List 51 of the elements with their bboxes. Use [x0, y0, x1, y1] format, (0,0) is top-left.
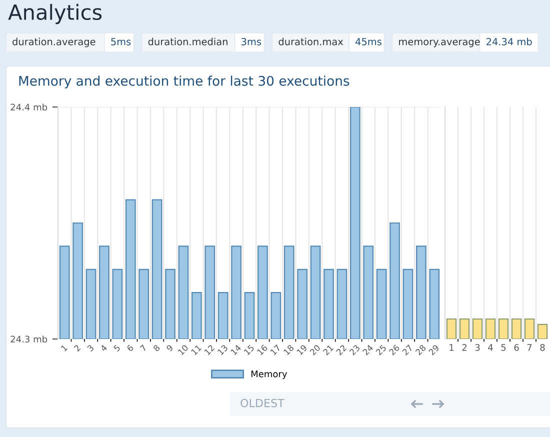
x-tick-label: 21: [322, 344, 334, 356]
text: 5ms: [111, 38, 131, 46]
text: duration.median: [148, 38, 228, 46]
x-tick-label: 27: [402, 344, 413, 356]
x-tick-label: 13: [217, 344, 228, 356]
x-tick-label: 10: [178, 344, 189, 356]
y-tick-label: 24.3 mb: [10, 336, 48, 343]
text: OLDEST: [240, 398, 284, 408]
x-tick-label: 6: [126, 344, 134, 352]
text: 45ms: [355, 38, 382, 46]
x-tick-label: 8: [152, 344, 160, 352]
x-tick-label: 1: [450, 344, 454, 351]
text: 24.34 mb: [486, 38, 532, 46]
x-tick-label: 24: [362, 344, 374, 356]
legend-label: Memory: [251, 370, 287, 380]
x-tick-label: 19: [296, 344, 308, 356]
x-tick-label: 18: [283, 344, 294, 356]
chart-title: Memory and execution time for last 30 executions: [19, 76, 350, 88]
x-tick-label: 3: [475, 344, 480, 351]
x-tick-label: 28: [415, 344, 426, 356]
x-tick-label: 6: [514, 344, 519, 351]
x-tick-label: 29: [428, 344, 440, 356]
x-tick-label: 15: [244, 344, 254, 356]
x-tick-label: 8: [540, 344, 545, 351]
x-tick-label: 5: [501, 344, 506, 351]
x-tick-label: 23: [349, 344, 360, 356]
x-tick-label: 14: [230, 344, 242, 356]
x-tick-label: 5: [113, 344, 120, 352]
x-tick-label: 22: [336, 344, 347, 356]
x-tick-label: 7: [527, 344, 532, 351]
x-tick-label: 25: [376, 344, 387, 356]
text: 3ms: [242, 38, 262, 46]
x-tick-label: 12: [204, 344, 215, 356]
x-tick-label: 4: [488, 344, 493, 351]
text: duration.average: [12, 38, 96, 48]
text: Analytics: [8, 4, 102, 24]
x-tick-label: 16: [256, 344, 268, 356]
x-tick-label: 2: [462, 344, 466, 351]
x-tick-label: 26: [388, 344, 400, 356]
x-tick-label: 11: [190, 344, 202, 356]
x-tick-label: 3: [86, 344, 94, 352]
x-tick-label: 17: [270, 344, 281, 356]
x-tick-label: 1: [60, 344, 68, 352]
y-tick-label: 24.4 mb: [10, 104, 48, 111]
x-tick-label: 20: [309, 344, 321, 356]
x-tick-label: 4: [100, 344, 108, 352]
text: duration.max: [278, 38, 344, 46]
text: memory.average: [399, 40, 480, 48]
x-tick-label: 9: [166, 344, 174, 352]
x-tick-label: 2: [74, 344, 81, 352]
x-tick-label: 7: [140, 344, 147, 352]
